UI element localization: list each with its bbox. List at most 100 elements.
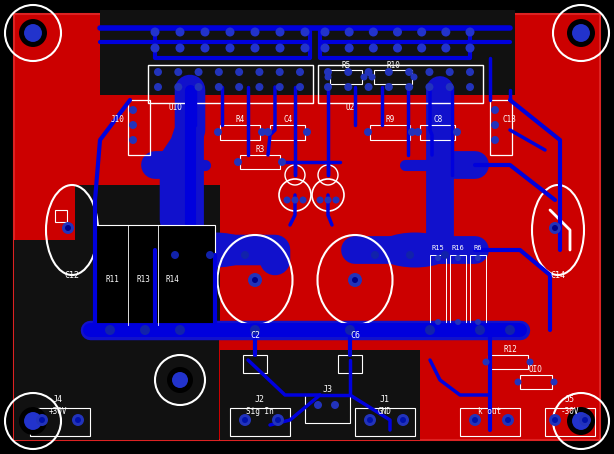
Circle shape xyxy=(62,222,74,234)
Bar xyxy=(30,408,90,436)
Circle shape xyxy=(140,325,150,335)
Circle shape xyxy=(174,83,182,91)
Circle shape xyxy=(24,24,42,42)
Circle shape xyxy=(39,417,45,423)
Bar xyxy=(318,65,483,103)
Text: U1O: U1O xyxy=(168,104,182,113)
Circle shape xyxy=(567,407,595,435)
Circle shape xyxy=(154,83,162,91)
Circle shape xyxy=(414,128,422,136)
Text: J1: J1 xyxy=(380,395,390,405)
Circle shape xyxy=(276,68,284,76)
Circle shape xyxy=(572,24,590,42)
Circle shape xyxy=(446,68,454,76)
Circle shape xyxy=(258,128,266,136)
Circle shape xyxy=(491,106,499,114)
Circle shape xyxy=(275,417,281,423)
Circle shape xyxy=(397,414,409,426)
Circle shape xyxy=(483,359,489,365)
Text: Sig In: Sig In xyxy=(246,408,274,416)
Circle shape xyxy=(465,44,475,53)
Bar xyxy=(100,10,515,95)
Circle shape xyxy=(321,44,330,53)
Bar xyxy=(470,255,486,325)
Bar xyxy=(220,125,260,140)
Bar xyxy=(220,350,420,440)
Circle shape xyxy=(582,417,588,423)
Circle shape xyxy=(250,325,260,335)
Circle shape xyxy=(393,28,402,36)
Circle shape xyxy=(469,414,481,426)
Circle shape xyxy=(352,277,358,283)
Circle shape xyxy=(172,372,188,388)
Bar xyxy=(270,125,305,140)
Circle shape xyxy=(234,158,242,166)
Circle shape xyxy=(239,414,251,426)
Text: R9: R9 xyxy=(386,115,395,124)
Circle shape xyxy=(129,136,137,144)
Circle shape xyxy=(251,44,260,53)
Circle shape xyxy=(331,401,339,409)
Circle shape xyxy=(314,401,322,409)
Circle shape xyxy=(195,68,203,76)
Text: J5: J5 xyxy=(565,395,575,405)
Circle shape xyxy=(453,128,461,136)
Circle shape xyxy=(201,28,209,36)
Circle shape xyxy=(365,83,373,91)
Text: C14: C14 xyxy=(551,271,565,280)
Bar xyxy=(450,255,466,325)
Bar xyxy=(330,70,362,84)
Text: k out: k out xyxy=(478,408,502,416)
Circle shape xyxy=(472,417,478,423)
Circle shape xyxy=(167,367,193,393)
Circle shape xyxy=(175,325,185,335)
Circle shape xyxy=(417,28,426,36)
Text: R13: R13 xyxy=(136,276,150,285)
Text: J2: J2 xyxy=(255,395,265,405)
Circle shape xyxy=(75,417,81,423)
Circle shape xyxy=(333,197,340,203)
Circle shape xyxy=(214,128,222,136)
Text: C13: C13 xyxy=(502,115,516,124)
Circle shape xyxy=(303,128,311,136)
Circle shape xyxy=(579,414,591,426)
Circle shape xyxy=(195,83,203,91)
Circle shape xyxy=(567,19,595,47)
Circle shape xyxy=(201,44,209,53)
Bar xyxy=(430,255,446,325)
Text: C12: C12 xyxy=(64,271,79,280)
Text: J10: J10 xyxy=(111,115,125,124)
Circle shape xyxy=(284,197,290,203)
Circle shape xyxy=(325,74,332,80)
Circle shape xyxy=(417,44,426,53)
Circle shape xyxy=(475,319,481,325)
Circle shape xyxy=(549,414,561,426)
Circle shape xyxy=(400,417,406,423)
Circle shape xyxy=(171,251,179,259)
Text: J4: J4 xyxy=(53,395,63,405)
Text: R4: R4 xyxy=(235,115,244,124)
Circle shape xyxy=(466,83,474,91)
Circle shape xyxy=(255,83,263,91)
Circle shape xyxy=(174,68,182,76)
Circle shape xyxy=(300,197,306,203)
Bar xyxy=(488,355,528,369)
Bar xyxy=(243,355,267,373)
Circle shape xyxy=(425,325,435,335)
Circle shape xyxy=(491,121,499,129)
Bar xyxy=(420,125,455,140)
Circle shape xyxy=(552,225,558,231)
Bar xyxy=(520,375,552,389)
Circle shape xyxy=(296,68,304,76)
Circle shape xyxy=(465,28,475,36)
Circle shape xyxy=(65,225,71,231)
Circle shape xyxy=(324,68,332,76)
Circle shape xyxy=(505,325,515,335)
Circle shape xyxy=(176,28,184,36)
Circle shape xyxy=(549,222,561,234)
Circle shape xyxy=(255,68,263,76)
Circle shape xyxy=(242,417,248,423)
Circle shape xyxy=(435,319,441,325)
Circle shape xyxy=(367,417,373,423)
Circle shape xyxy=(344,83,352,91)
